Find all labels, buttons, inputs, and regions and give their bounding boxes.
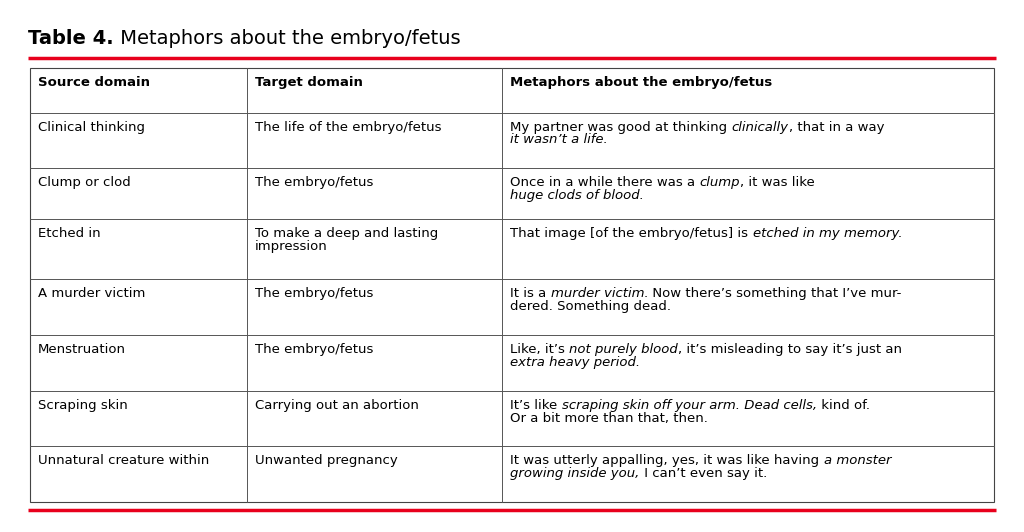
Text: Menstruation: Menstruation	[38, 343, 126, 356]
Text: extra heavy period.: extra heavy period.	[510, 356, 640, 369]
Text: Target domain: Target domain	[255, 76, 362, 89]
Text: clump: clump	[699, 176, 740, 189]
Text: dered. Something dead.: dered. Something dead.	[510, 300, 672, 313]
Text: It’s like: It’s like	[510, 398, 562, 412]
Text: A murder victim: A murder victim	[38, 287, 145, 301]
Text: it wasn’t a life.: it wasn’t a life.	[510, 134, 608, 146]
Text: The embryo/fetus: The embryo/fetus	[255, 176, 374, 189]
Text: I can’t even say it.: I can’t even say it.	[640, 467, 767, 480]
Text: The embryo/fetus: The embryo/fetus	[255, 287, 374, 301]
Text: Once in a while there was a: Once in a while there was a	[510, 176, 699, 189]
Bar	[30, 68, 994, 502]
Text: clinically: clinically	[732, 121, 788, 134]
Text: My partner was good at thinking: My partner was good at thinking	[510, 121, 732, 134]
Text: Clinical thinking: Clinical thinking	[38, 121, 145, 134]
Text: To make a deep and lasting: To make a deep and lasting	[255, 227, 438, 240]
Text: Like, it’s: Like, it’s	[510, 343, 569, 356]
Text: impression: impression	[255, 240, 328, 253]
Text: murder victim: murder victim	[551, 287, 644, 301]
Text: etched in my memory.: etched in my memory.	[753, 227, 902, 240]
Text: Unnatural creature within: Unnatural creature within	[38, 454, 209, 467]
Text: The embryo/fetus: The embryo/fetus	[255, 343, 374, 356]
Text: Carrying out an abortion: Carrying out an abortion	[255, 398, 419, 412]
Text: Metaphors about the embryo/fetus: Metaphors about the embryo/fetus	[114, 29, 460, 47]
Text: kind of.: kind of.	[817, 398, 870, 412]
Text: It was utterly appalling, yes, it was like having: It was utterly appalling, yes, it was li…	[510, 454, 823, 467]
Text: huge clods of blood.: huge clods of blood.	[510, 189, 644, 202]
Text: Unwanted pregnancy: Unwanted pregnancy	[255, 454, 397, 467]
Text: scraping skin off your arm. Dead cells,: scraping skin off your arm. Dead cells,	[562, 398, 817, 412]
Text: , it was like: , it was like	[740, 176, 815, 189]
Text: a monster: a monster	[823, 454, 891, 467]
Text: , it’s misleading to say it’s just an: , it’s misleading to say it’s just an	[678, 343, 902, 356]
Text: Source domain: Source domain	[38, 76, 150, 89]
Text: Scraping skin: Scraping skin	[38, 398, 128, 412]
Text: . Now there’s something that I’ve mur-: . Now there’s something that I’ve mur-	[644, 287, 902, 301]
Text: It is a: It is a	[510, 287, 551, 301]
Text: Or a bit more than that, then.: Or a bit more than that, then.	[510, 412, 709, 425]
Text: That image [of the embryo/fetus] is: That image [of the embryo/fetus] is	[510, 227, 753, 240]
Text: Table 4.: Table 4.	[28, 29, 114, 47]
Text: growing inside you,: growing inside you,	[510, 467, 640, 480]
Text: Clump or clod: Clump or clod	[38, 176, 131, 189]
Text: The life of the embryo/fetus: The life of the embryo/fetus	[255, 121, 441, 134]
Text: not purely blood: not purely blood	[569, 343, 678, 356]
Text: Metaphors about the embryo/fetus: Metaphors about the embryo/fetus	[510, 76, 773, 89]
Text: Etched in: Etched in	[38, 227, 100, 240]
Text: , that in a way: , that in a way	[788, 121, 885, 134]
